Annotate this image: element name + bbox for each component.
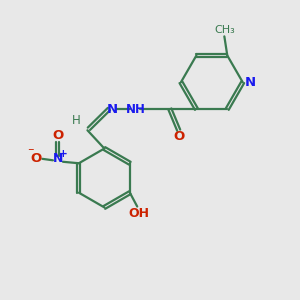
Text: O: O <box>173 130 184 143</box>
Text: N: N <box>107 103 118 116</box>
Text: ⁻: ⁻ <box>27 146 33 159</box>
Text: O: O <box>52 129 63 142</box>
Text: O: O <box>31 152 42 165</box>
Text: +: + <box>58 149 67 159</box>
Text: CH₃: CH₃ <box>214 26 235 35</box>
Text: N: N <box>52 152 63 165</box>
Text: OH: OH <box>128 207 149 220</box>
Text: N: N <box>244 76 256 89</box>
Text: NH: NH <box>125 103 146 116</box>
Text: H: H <box>72 114 81 127</box>
